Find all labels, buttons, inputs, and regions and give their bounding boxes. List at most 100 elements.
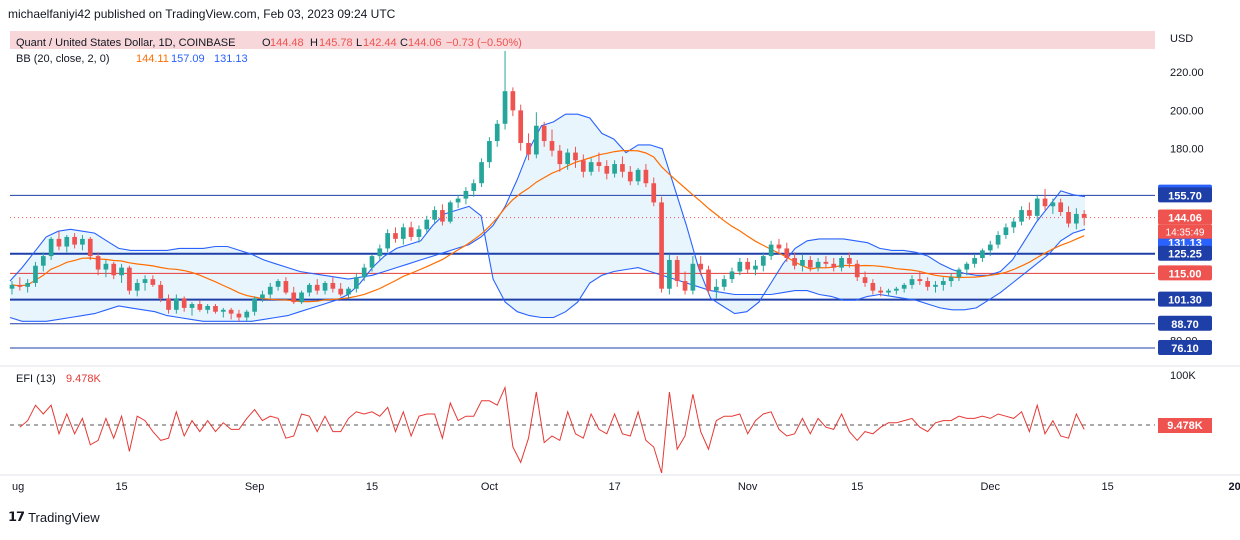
candle [620,164,625,172]
bb-lower-value: 131.13 [214,53,248,65]
candle [588,162,594,172]
price-tag [1158,315,1212,331]
candle [862,277,868,283]
candle [925,281,930,287]
candle [956,269,962,278]
candle [119,267,124,276]
x-tick-label: 15 [366,481,378,493]
candle [886,290,891,293]
candle [283,281,289,293]
candle [1050,202,1056,207]
symbol-title: Quant / United States Dollar, 1D, COINBA… [16,37,235,49]
ohlc-value: H [310,37,318,49]
candle [604,165,610,174]
candle [447,202,453,222]
candle [1074,213,1079,224]
candle [682,281,688,291]
candle [526,142,531,155]
countdown-label: 14:35:49 [1166,228,1205,239]
candle [917,279,923,282]
candle [385,233,390,249]
candle [807,259,813,268]
price-tag [1158,291,1212,307]
candle [314,284,320,291]
candle [267,286,273,295]
candle [150,279,156,285]
candle [760,256,766,266]
candle [901,284,907,289]
candle [487,141,492,163]
price-tag-label: 76.10 [1171,343,1199,355]
candle [823,261,829,264]
candle [354,277,359,289]
candle [369,256,375,268]
price-tag [1158,245,1212,261]
candle [714,286,719,291]
candle [557,150,563,165]
candle [471,183,477,191]
candle [729,271,735,280]
price-tag [1158,209,1212,225]
candle [361,267,367,278]
price-tag-label: 144.06 [1168,213,1202,225]
candle [596,162,602,166]
candle [894,288,899,291]
candle [948,277,954,282]
candle [627,171,633,182]
efi-label: EFI (13) [16,373,56,385]
x-tick-label: 15 [851,481,863,493]
candle [721,279,727,287]
candle [494,123,500,142]
candle [854,263,860,278]
candle [377,248,383,257]
candle [166,298,171,310]
candle [847,258,852,264]
candle [1034,198,1040,216]
candle [440,210,445,222]
candle [839,258,844,268]
candle [197,304,203,310]
bollinger-band-fill [10,114,1085,322]
candle [87,238,93,257]
x-tick-label: 15 [1102,481,1114,493]
candle [972,258,977,264]
candle [1027,210,1032,216]
ohlc-value: C [400,37,408,49]
candle [768,244,774,257]
x-tick-label: 17 [608,481,620,493]
candle [995,235,1001,245]
candle [40,256,46,266]
candle [518,110,524,143]
candle [205,305,210,310]
candle [228,309,234,314]
candle [753,265,758,270]
candle [220,309,226,312]
candle [244,311,250,318]
candle [870,282,876,291]
efi-axis-label: 100K [1170,370,1196,382]
x-tick-label: Sep [245,481,265,493]
candle [142,279,148,283]
y-tick-label: 220.00 [1170,67,1204,79]
footer-brand-label: TradingView [28,509,100,525]
candle [987,244,993,251]
candle [674,259,680,282]
footer-brand[interactable]: 𝟭𝟳 TradingView [8,509,100,525]
candle [393,233,398,239]
candle [706,269,711,291]
candle [980,250,985,259]
candle [815,261,821,268]
candle [111,263,117,276]
ohlc-value: −0.73 (−0.50%) [446,37,522,49]
candle [878,290,884,293]
candle [48,238,54,257]
candle [1058,202,1064,213]
candle [252,298,257,312]
candle [291,292,297,303]
candle [784,248,790,259]
x-tick-label: Dec [980,481,1000,493]
candle [643,169,649,184]
candle [338,288,344,295]
